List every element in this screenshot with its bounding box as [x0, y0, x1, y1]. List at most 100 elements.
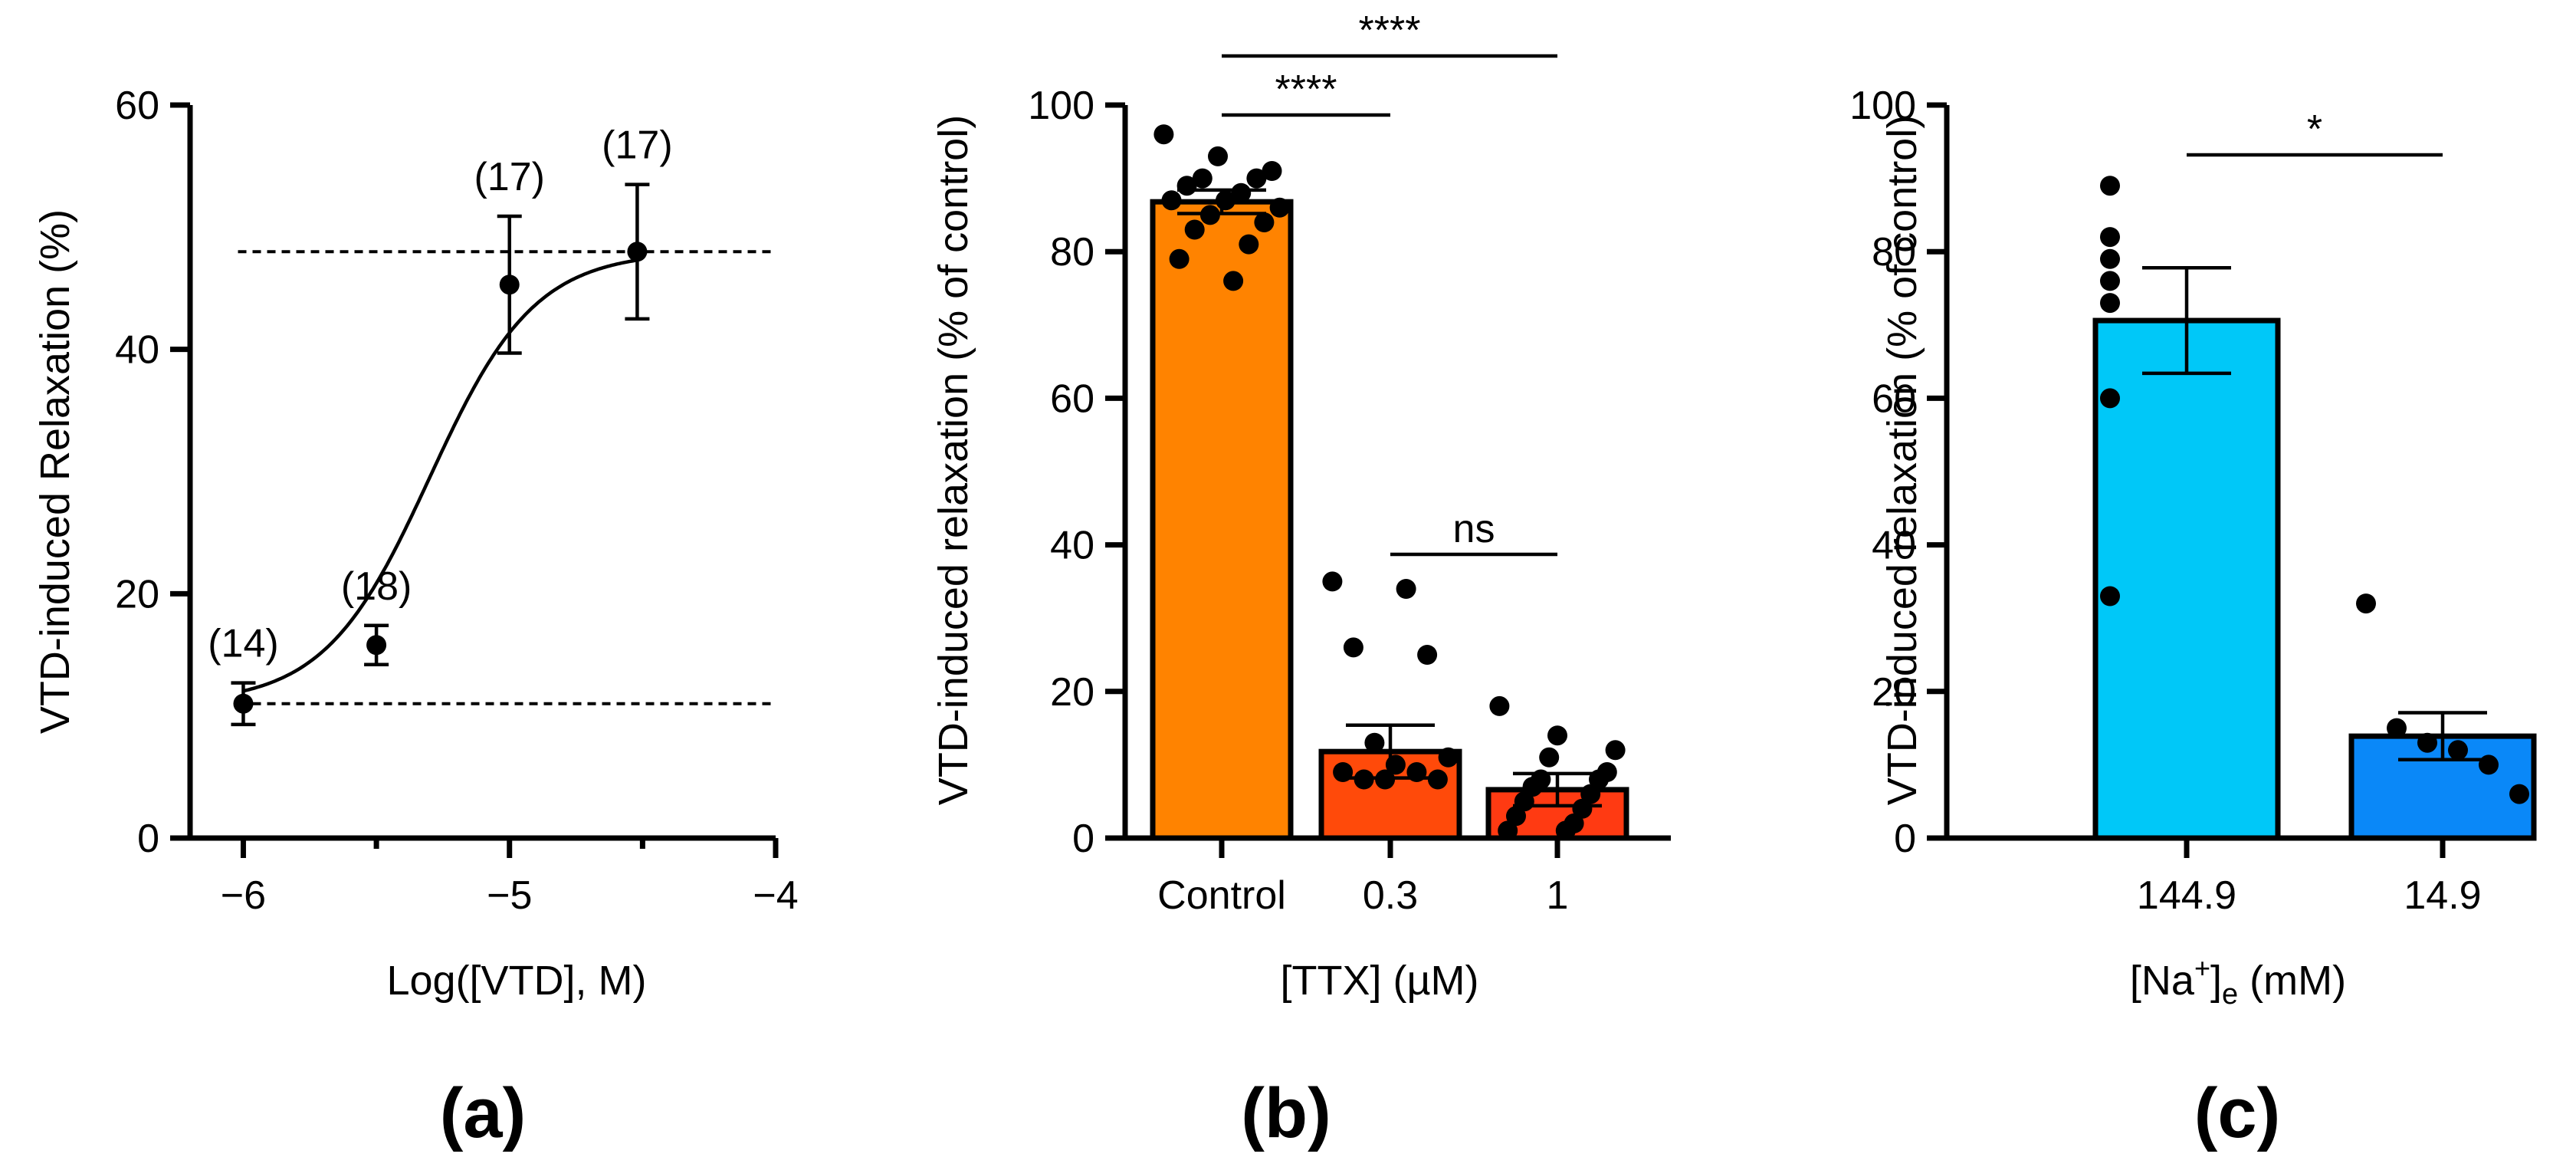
panel-b-category-label: 0.3 [1363, 873, 1418, 918]
panel-b-data-point [1514, 791, 1534, 812]
panel-b-significance-label: **** [1275, 67, 1337, 112]
panel-b-y-tick-label: 40 [1050, 524, 1094, 568]
panel-c-data-point [2100, 293, 2120, 314]
panel-b-y-tick-label: 20 [1050, 670, 1094, 715]
panel-c-category-label: 14.9 [2404, 873, 2481, 918]
panel-b-y-title: VTD-induced relaxation (% of control) [930, 115, 976, 805]
panel-c-y-tick-label: 40 [1872, 524, 1916, 568]
panel-b-data-point [1396, 579, 1416, 599]
panel-c-data-point [2100, 271, 2120, 291]
panel-b-data-point [1246, 168, 1267, 189]
panel-c-bar [2092, 317, 2281, 841]
panel-c-y-title: VTD-induced relaxation (% of control) [1879, 115, 1925, 805]
panel-c-data-point [2417, 732, 2437, 753]
panel-b-data-point [1239, 234, 1259, 255]
panel-b-data-point [1254, 212, 1275, 232]
panel-c-y-tick-label: 100 [1849, 84, 1916, 128]
panel-b-significance-label: ns [1453, 507, 1495, 551]
panel-b-data-point [1343, 637, 1363, 658]
panel-b-x-title: [TTX] (µM) [1280, 958, 1478, 1004]
panel-b-data-point [1333, 762, 1354, 782]
panel-a-y-tick-label: 0 [137, 817, 159, 861]
panel-b-data-point [1385, 754, 1406, 775]
panel-c-label: (c) [2194, 1074, 2280, 1152]
panel-b-data-point [1231, 182, 1252, 203]
panel-b-data-point [1580, 784, 1601, 804]
panel-b-data-point [1498, 820, 1518, 841]
panel-c-y-tick-label: 0 [1894, 817, 1916, 861]
panel-c-error-bar [2398, 711, 2487, 761]
panel-c-y-tick-label: 20 [1872, 670, 1916, 715]
panel-a-x-tick-label: −5 [487, 873, 532, 918]
panel-a-y-title: VTD-induced Relaxation (%) [32, 209, 78, 734]
panel-b-y-tick-label: 80 [1050, 230, 1094, 274]
panel-b-data-point [1262, 161, 1282, 181]
panel-b-data-point [1364, 732, 1385, 753]
panel-b-y-tick-label: 0 [1072, 817, 1094, 861]
panel-a-data-point [627, 242, 648, 262]
panel-c-significance-label: * [2307, 107, 2322, 152]
panel-c-error-bar [2142, 265, 2231, 376]
panel-c-data-point [2100, 388, 2120, 409]
panel-a-n-label: (14) [208, 622, 278, 666]
panel-b-data-point [1192, 168, 1213, 189]
panel-b-data-point [1375, 769, 1396, 790]
panel-c-y-tick-label: 80 [1872, 230, 1916, 274]
panel-c-data-point [2100, 248, 2120, 269]
panel-c-category-label: 144.9 [2137, 873, 2236, 918]
panel-b-data-point [1269, 197, 1290, 218]
panel-b-data-point [1216, 190, 1235, 211]
panel-c-data-point [2479, 754, 2499, 775]
panel-b-data-point [1572, 798, 1593, 819]
panel-c-sodium-bars: 0 20 40 60 80 100 144.9 14.9 * VTD-induced rela… [1849, 84, 2537, 1152]
panel-a-y-tick-label: 40 [115, 328, 159, 373]
panel-b-data-point [1161, 190, 1182, 211]
panel-b-data-point [1438, 747, 1459, 768]
panel-a-dose-response: 0 20 40 60 −6 −5 −4 (14) (18) (17) (17) VTD-indu… [32, 84, 799, 1152]
panel-a-fit-curve [242, 258, 638, 693]
panel-b-data-point [1184, 219, 1205, 240]
panel-b-data-point [1547, 725, 1567, 746]
panel-a-data-point [233, 693, 254, 714]
panel-b-data-point [1208, 146, 1228, 166]
panel-a-n-label: (17) [602, 123, 672, 168]
panel-c-data-point [2100, 586, 2120, 607]
panel-b-data-point [1427, 769, 1448, 790]
panel-b-significance-label: **** [1359, 8, 1421, 53]
panel-b-category-label: 1 [1547, 873, 1569, 918]
panel-b-bar [1150, 199, 1294, 841]
panel-b-y-tick-label: 60 [1050, 376, 1094, 421]
panel-c-data-point [2100, 176, 2120, 196]
panel-b-data-point [1153, 124, 1174, 145]
panel-a-data-point [366, 635, 387, 656]
panel-b-data-point [1223, 271, 1244, 291]
panel-b-category-label: Control [1157, 873, 1286, 918]
panel-b-data-point [1406, 762, 1427, 782]
panel-a-n-label: (17) [474, 155, 544, 199]
panel-b-data-point [1555, 820, 1576, 841]
panel-a-y-tick-label: 60 [115, 84, 159, 128]
panel-b-y-tick-label: 100 [1028, 84, 1094, 128]
panel-b-data-point [1199, 205, 1220, 225]
panel-b-data-point [1589, 769, 1609, 790]
panel-a-x-tick-label: −6 [221, 873, 266, 918]
panel-a-label: (a) [440, 1074, 526, 1152]
panel-b-data-point [1539, 747, 1560, 768]
panel-c-data-point [2509, 784, 2529, 804]
panel-b-label: (b) [1241, 1074, 1331, 1152]
panel-a-data-point [499, 274, 520, 295]
panel-c-x-title: [Na+]e (mM) [2130, 952, 2346, 1011]
panel-b-data-point [1417, 645, 1438, 665]
panel-b-data-point [1522, 777, 1543, 797]
panel-c-data-point [2100, 227, 2120, 248]
panel-c-data-point [2387, 718, 2407, 738]
panel-a-x-tick-label: −4 [753, 873, 798, 918]
panel-b-data-point [1506, 806, 1526, 827]
panel-b-data-point [1354, 769, 1374, 790]
panel-c-data-point [2356, 593, 2376, 614]
panel-b-data-point [1322, 571, 1343, 592]
panel-b-data-point [1489, 695, 1510, 716]
panel-a-x-title: Log([VTD], M) [386, 958, 646, 1004]
panel-c-data-point [2448, 740, 2468, 761]
